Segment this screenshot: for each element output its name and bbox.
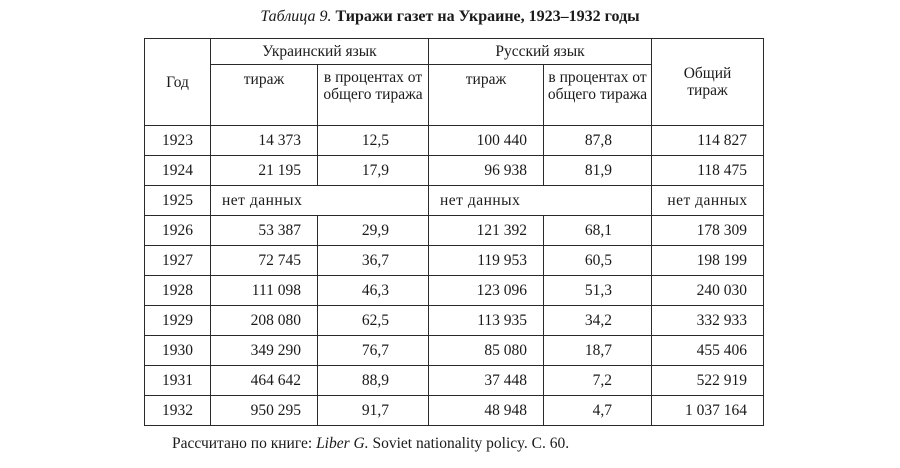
cell-ua-percent: 12,5 — [317, 125, 429, 156]
table-row: 1923 14 373 12,5 100 440 87,8 114 827 — [144, 125, 764, 156]
table-row: 1930 349 290 76,7 85 080 18,7 455 406 — [144, 335, 764, 366]
cell-ru-percent: 60,5 — [543, 245, 652, 276]
cell-year: 1923 — [144, 125, 211, 156]
table-row: 1929 208 080 62,5 113 935 34,2 332 933 — [144, 305, 764, 336]
cell-ru-circulation: 48 948 — [428, 395, 544, 426]
cell-ru-percent: 81,9 — [543, 155, 652, 186]
cell-total: 118 475 — [651, 155, 764, 186]
cell-total: 332 933 — [651, 305, 764, 336]
cell-year: 1931 — [144, 365, 211, 396]
cell-ua-percent: 76,7 — [317, 335, 429, 366]
cell-ua-circulation: 72 745 — [210, 245, 318, 276]
cell-year: 1928 — [144, 275, 211, 306]
table-row: 1928 111 098 46,3 123 096 51,3 240 030 — [144, 275, 764, 306]
header-ru-circulation: тираж — [428, 64, 544, 126]
cell-ua-circulation: 349 290 — [210, 335, 318, 366]
cell-ua-percent: 91,7 — [317, 395, 429, 426]
cell-ua-percent: 36,7 — [317, 245, 429, 276]
table-title: Тиражи газет на Украине, 1923–1932 годы — [335, 8, 640, 25]
table-row: 1924 21 195 17,9 96 938 81,9 118 475 — [144, 155, 764, 186]
table-label: Таблица 9. — [260, 8, 332, 25]
table-caption: Таблица 9. Тиражи газет на Украине, 1923… — [0, 7, 900, 27]
cell-ru-circulation: 121 392 — [428, 215, 544, 246]
source-author: Liber G. — [316, 435, 369, 452]
cell-ua-percent: 17,9 — [317, 155, 429, 186]
header-ru-percent: в процентах от общего тиража — [543, 64, 652, 126]
table-row: 1926 53 387 29,9 121 392 68,1 178 309 — [144, 215, 764, 246]
header-year: Год — [144, 38, 211, 126]
header-total: Общий тираж — [651, 38, 764, 126]
cell-year: 1925 — [144, 185, 211, 216]
cell-total: 198 199 — [651, 245, 764, 276]
cell-ua-circulation: 53 387 — [210, 215, 318, 246]
table-row: 1927 72 745 36,7 119 953 60,5 198 199 — [144, 245, 764, 276]
cell-ru-circulation: 100 440 — [428, 125, 544, 156]
cell-ua-circulation: 464 642 — [210, 365, 318, 396]
cell-year: 1926 — [144, 215, 211, 246]
header-ukrainian: Украинский язык — [210, 38, 429, 65]
header-ua-percent: в процентах от общего тиража — [317, 64, 429, 126]
cell-ru-percent: 68,1 — [543, 215, 652, 246]
source-note: Рассчитано по книге: Liber G. Soviet nat… — [172, 435, 569, 453]
header-russian: Русский язык — [428, 38, 652, 65]
source-prefix: Рассчитано по книге: — [172, 435, 317, 452]
cell-ru-circulation: 37 448 — [428, 365, 544, 396]
cell-total: 114 827 — [651, 125, 764, 156]
header-ua-circulation: тираж — [210, 64, 318, 126]
cell-ru-circulation: 123 096 — [428, 275, 544, 306]
cell-ru-percent: 87,8 — [543, 125, 652, 156]
table-row: 1932 950 295 91,7 48 948 4,7 1 037 164 — [144, 395, 764, 426]
cell-ru-percent: 4,7 — [543, 395, 652, 426]
cell-year: 1924 — [144, 155, 211, 186]
table-body: 1923 14 373 12,5 100 440 87,8 114 827 1924 21 1… — [144, 125, 764, 426]
cell-ua-circulation: 111 098 — [210, 275, 318, 306]
cell-year: 1930 — [144, 335, 211, 366]
cell-ru-circulation: 85 080 — [428, 335, 544, 366]
cell-total: 1 037 164 — [651, 395, 764, 426]
cell-ua-percent: 62,5 — [317, 305, 429, 336]
cell-ua-percent: 46,3 — [317, 275, 429, 306]
cell-ua-percent: 29,9 — [317, 215, 429, 246]
cell-year: 1927 — [144, 245, 211, 276]
cell-total: 455 406 — [651, 335, 764, 366]
table-row: 1931 464 642 88,9 37 448 7,2 522 919 — [144, 365, 764, 396]
cell-ua-circulation: 950 295 — [210, 395, 318, 426]
cell-year: 1932 — [144, 395, 211, 426]
table-row: 1925 нет данных нет данных нет данных — [144, 185, 764, 216]
cell-ru-nodata: нет данных — [428, 185, 652, 216]
cell-total: 240 030 — [651, 275, 764, 306]
cell-ua-percent: 88,9 — [317, 365, 429, 396]
source-rest: Soviet nationality policy. С. 60. — [368, 435, 570, 452]
cell-total: 522 919 — [651, 365, 764, 396]
cell-total-nodata: нет данных — [651, 185, 764, 216]
circulation-table: Год Украинский язык Русский язык Общий т… — [144, 38, 764, 426]
cell-ru-percent: 18,7 — [543, 335, 652, 366]
cell-ru-percent: 51,3 — [543, 275, 652, 306]
cell-ru-percent: 34,2 — [543, 305, 652, 336]
cell-ru-percent: 7,2 — [543, 365, 652, 396]
cell-ru-circulation: 119 953 — [428, 245, 544, 276]
cell-year: 1929 — [144, 305, 211, 336]
cell-ua-circulation: 14 373 — [210, 125, 318, 156]
cell-ua-nodata: нет данных — [210, 185, 429, 216]
cell-total: 178 309 — [651, 215, 764, 246]
cell-ua-circulation: 208 080 — [210, 305, 318, 336]
cell-ru-circulation: 96 938 — [428, 155, 544, 186]
cell-ua-circulation: 21 195 — [210, 155, 318, 186]
cell-ru-circulation: 113 935 — [428, 305, 544, 336]
